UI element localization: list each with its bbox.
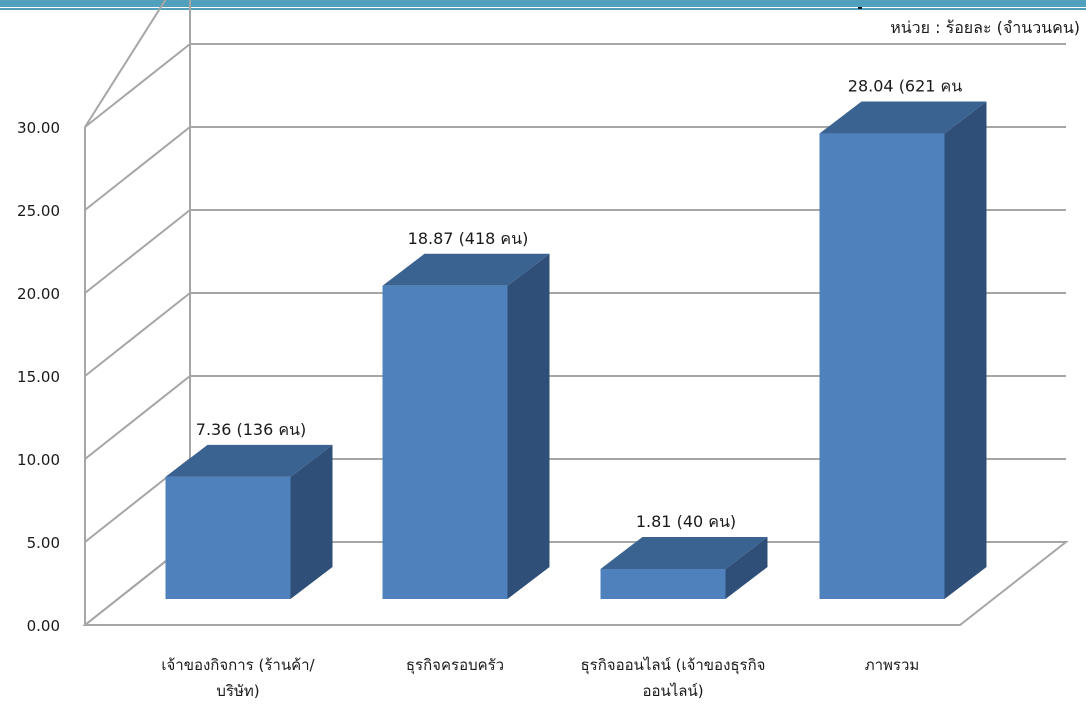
header-line <box>0 8 1086 10</box>
gridline-side <box>84 375 191 460</box>
gridline-side <box>84 43 191 128</box>
bar-top <box>819 101 987 134</box>
data-label: 28.04 (621 คน <box>848 77 962 96</box>
category-label: เจ้าของกิจการ (ร้านค้า/ <box>161 656 315 674</box>
gridline-side <box>84 209 191 294</box>
bar-top <box>600 536 768 569</box>
data-label: 7.36 (136 คน) <box>196 420 306 439</box>
header-mark <box>858 7 862 9</box>
bar-top <box>165 444 333 477</box>
category-label: บริษัท) <box>216 682 259 700</box>
category-label: ธุรกิจครอบครัว <box>406 656 504 675</box>
y-tick-label: 0.00 <box>27 617 60 635</box>
data-label: 1.81 (40 คน) <box>636 512 736 531</box>
y-tick-label: 30.00 <box>17 119 60 137</box>
bar-side <box>290 444 333 599</box>
bar-side <box>725 536 768 599</box>
y-tick-label: 20.00 <box>17 285 60 303</box>
category-label: ภาพรวม <box>865 656 920 674</box>
category-label: ออนไลน์) <box>642 682 703 700</box>
bar <box>600 568 726 599</box>
bar-side <box>507 253 550 599</box>
data-label: 18.87 (418 คน) <box>408 229 529 248</box>
bar <box>165 476 291 599</box>
y-tick-label: 5.00 <box>27 534 60 552</box>
bar <box>819 133 945 599</box>
bar <box>382 285 508 599</box>
category-label: ธุรกิจออนไลน์ (เจ้าของธุรกิจ <box>581 656 766 675</box>
gridline-side-top <box>84 0 167 128</box>
y-tick-label: 10.00 <box>17 451 60 469</box>
bar-side <box>944 101 987 599</box>
gridline-side <box>84 292 191 377</box>
bar-top <box>382 253 550 286</box>
unit-label: หน่วย : ร้อยละ (จำนวนคน) <box>890 18 1080 37</box>
header-band <box>0 0 1086 7</box>
gridline-side <box>84 126 191 211</box>
y-tick-label: 15.00 <box>17 368 60 386</box>
y-tick-label: 25.00 <box>17 202 60 220</box>
header-gap <box>0 7 1086 8</box>
